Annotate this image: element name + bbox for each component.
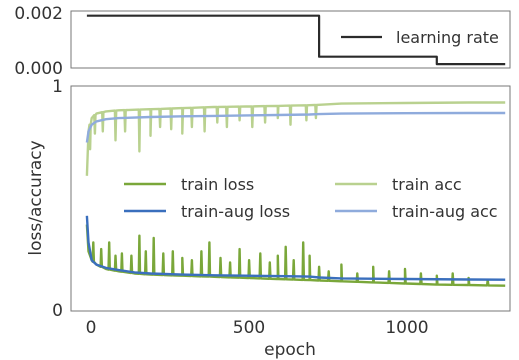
series-line-learning-rate: [86, 14, 506, 66]
main-legend: train loss train-aug loss train acc trai…: [124, 175, 498, 221]
y-axis-title: loss/accuracy: [26, 140, 46, 255]
lr-y-tick-bottom: 0.000: [14, 59, 63, 79]
x-axis-title: epoch: [264, 340, 316, 360]
legend-label-train-acc: train acc: [392, 175, 462, 194]
lr-plot-frame: [70, 10, 511, 69]
legend-label-train-aug-acc: train-aug acc: [392, 202, 498, 221]
series-line-train-acc: [85, 101, 506, 176]
series-line-train-aug-loss: [85, 215, 506, 281]
x-tick-500: 500: [233, 318, 265, 338]
legend-label-train-loss: train loss: [181, 175, 254, 194]
lr-legend-label: learning rate: [396, 28, 499, 47]
x-tick-1000: 1000: [385, 318, 428, 338]
main-panel: 1 0 0 500 1000 epoch loss/accuracy train…: [26, 77, 511, 360]
main-plot-frame: [70, 85, 511, 312]
main-series-group: [85, 101, 506, 287]
lr-y-tick-top: 0.002: [14, 4, 63, 24]
main-y-tick-bottom: 0: [52, 301, 63, 321]
series-line-train-aug-acc: [85, 111, 506, 143]
lr-panel: 0.002 0.000 learning rate: [14, 4, 511, 79]
lr-series-group: [86, 14, 506, 66]
series-line-train-loss: [85, 224, 506, 287]
x-tick-0: 0: [86, 318, 97, 338]
lr-legend: learning rate: [341, 28, 499, 47]
main-y-tick-top: 1: [52, 77, 63, 97]
legend-label-train-aug-loss: train-aug loss: [181, 202, 290, 221]
